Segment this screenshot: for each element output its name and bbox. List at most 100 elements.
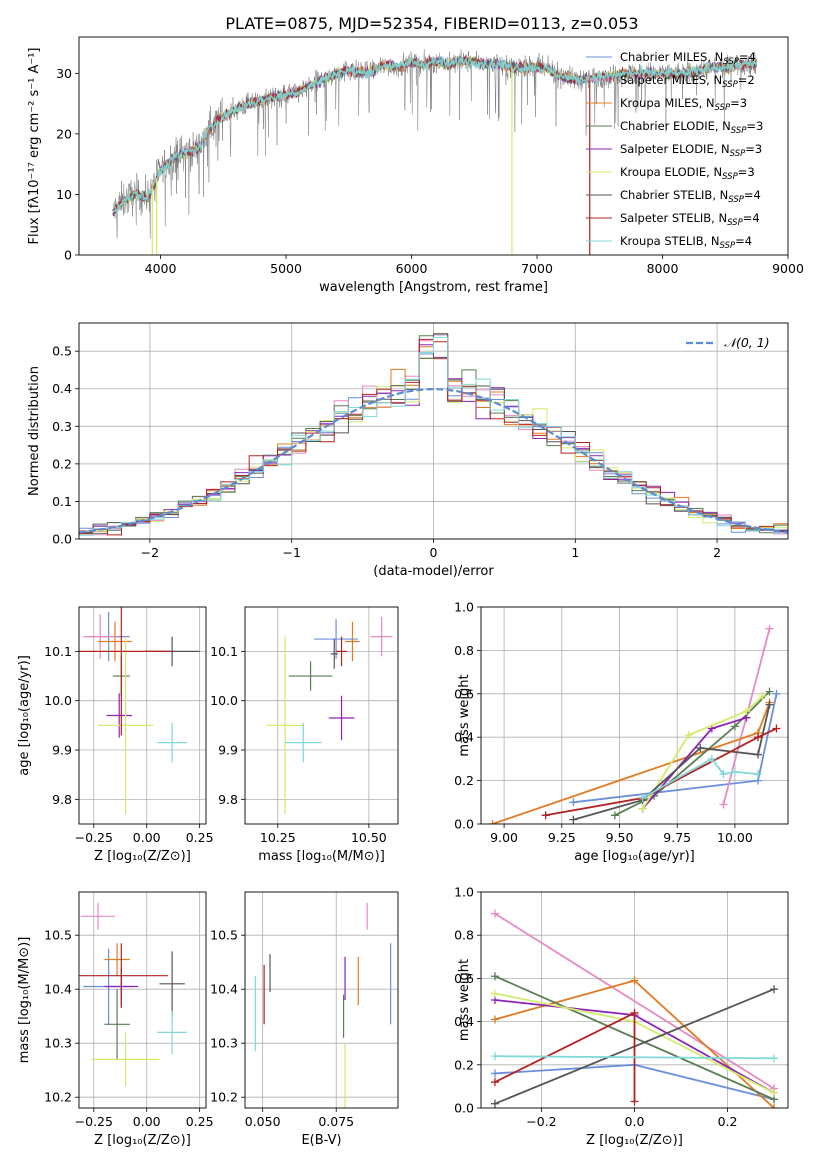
y-tick-label: 0.2 — [52, 456, 72, 471]
legend-entry: Salpeter STELIB, NSSP=4 — [620, 211, 760, 228]
series-marker-salpeter_stelib — [630, 1097, 639, 1106]
series-marker-kroupa_miles — [630, 976, 639, 985]
series-marker-salpeter_stelib — [630, 1008, 639, 1017]
series-marker-chabrier_miles — [569, 798, 578, 807]
y-axis-label: mass weight — [457, 674, 472, 756]
y-tick-label: 10.4 — [210, 982, 238, 997]
legend-label: Salpeter MILES, N — [620, 73, 722, 87]
y-tick-label: 10.2 — [44, 1090, 72, 1105]
x-tick-label: 9.00 — [490, 830, 518, 845]
x-tick-label: 1 — [571, 545, 579, 560]
series-marker-chabrier_elodie — [765, 687, 774, 696]
y-tick-label: 0.0 — [454, 1101, 474, 1116]
series-marker-salpeter_stelib — [490, 1078, 499, 1087]
y-tick-label: 9.8 — [52, 792, 72, 807]
x-tick-label: 4000 — [145, 261, 177, 276]
panel-3: 10.25 10.50 9.8 9.9 10.0 10.1 mass [log₁₀(M/M⊙… — [210, 606, 399, 864]
series-marker-kroupa_miles — [490, 1015, 499, 1024]
plot-area — [79, 607, 206, 824]
legend-value: =4 — [743, 211, 760, 225]
series-marker-chabrier_stelib — [770, 985, 779, 994]
x-tick-label: 0.0 — [625, 1114, 645, 1129]
series-marker-chabrier_miles — [490, 1069, 499, 1078]
series-marker-chabrier_stelib — [569, 815, 578, 824]
series-marker-kroupa_stelib — [719, 770, 728, 779]
series-marker-chabrier_elodie — [730, 722, 739, 731]
series-marker-kroupa_stelib — [730, 767, 739, 776]
legend-entry: Kroupa MILES, NSSP=3 — [620, 96, 747, 113]
y-tick-label: 0.1 — [52, 494, 72, 509]
y-tick-label: 10.5 — [210, 928, 238, 943]
x-axis-label: E(B-V) — [301, 1133, 341, 1148]
series-line-salpeter_stelib — [545, 727, 777, 817]
series-marker-kroupa_elodie — [758, 691, 767, 700]
series-line-salpeter_elodie — [641, 716, 747, 810]
x-axis-label: Z [log₁₀(Z/Z⊙)] — [94, 849, 191, 864]
axes-frame — [480, 891, 789, 1109]
x-tick-label: 0.050 — [245, 1114, 281, 1129]
y-tick-label: 9.8 — [218, 792, 238, 807]
panel-4: 9.00 9.25 9.50 9.75 10.00 0.0 0.2 0.4 0.6 0.8 1.0 a… — [454, 600, 789, 864]
legend-subscript: SSP — [722, 172, 738, 182]
x-axis-label: Z [log₁₀(Z/Z⊙)] — [586, 1133, 683, 1148]
x-axis-label: (data-model)/error — [373, 564, 494, 579]
y-tick-label: 0.6 — [454, 686, 474, 701]
y-tick-label: 10.3 — [44, 1036, 72, 1051]
y-tick-label: 0.6 — [454, 971, 474, 986]
x-tick-label: 9.25 — [548, 830, 576, 845]
x-tick-label: −0.2 — [526, 1114, 556, 1129]
y-tick-label: 10.0 — [44, 693, 72, 708]
x-tick-label: −2 — [141, 545, 159, 560]
legend-value: =3 — [745, 142, 762, 156]
series-marker-kroupa_stelib — [490, 1052, 499, 1061]
series-marker-kroupa_stelib — [638, 793, 647, 802]
series-marker-chabrier_stelib — [490, 1099, 499, 1108]
plot-area — [481, 607, 788, 824]
x-tick-label: 0.00 — [133, 830, 161, 845]
x-tick-label: 10.25 — [260, 830, 296, 845]
x-axis-label: mass [log₁₀(M/M⊙)] — [258, 849, 385, 864]
y-tick-label: 9.9 — [52, 743, 72, 758]
legend-label: Kroupa STELIB, N — [620, 234, 720, 248]
x-tick-label: 0.00 — [133, 1114, 161, 1129]
plot-area — [481, 892, 788, 1108]
legend-subscript: SSP — [720, 241, 736, 251]
panel-5: −0.25 0.00 0.25 10.2 10.3 10.4 10.5 Z [log₁₀(Z/… — [17, 891, 214, 1148]
series-marker-kroupa_miles — [770, 1104, 779, 1108]
y-axis-label: Flux [fλ10⁻¹⁷ erg cm⁻² s⁻¹ A⁻¹] — [27, 48, 42, 245]
x-tick-label: 9.75 — [663, 830, 691, 845]
series-marker-kroupa_elodie — [770, 1088, 779, 1097]
legend-entry: Kroupa ELODIE, NSSP=3 — [620, 165, 755, 182]
legend-label: Chabrier STELIB, N — [620, 188, 728, 202]
x-tick-label: 0 — [430, 545, 438, 560]
model-spectrum-kroupa_stelib — [112, 55, 758, 214]
x-axis-label: wavelength [Angstrom, rest frame] — [319, 280, 548, 295]
legend-value: =2 — [738, 73, 755, 87]
series-marker-chabrier_elodie — [490, 972, 499, 981]
y-tick-label: 0.4 — [454, 1014, 474, 1029]
panel-1: −2 −1 0 1 2 0.0 0.1 0.2 0.3 0.4 0.5 (data-model)/er… — [27, 322, 789, 579]
y-tick-label: 10.0 — [210, 693, 238, 708]
legend-subscript: SSP — [723, 57, 739, 67]
legend-value: =3 — [730, 96, 747, 110]
x-tick-label: 10.00 — [717, 830, 753, 845]
legend-subscript: SSP — [722, 80, 738, 90]
x-tick-label: 0.25 — [186, 1114, 214, 1129]
y-tick-label: 0.5 — [52, 344, 72, 359]
x-tick-label: −0.25 — [75, 1114, 113, 1129]
x-tick-label: 5000 — [270, 261, 302, 276]
y-tick-label: 10.1 — [44, 644, 72, 659]
series-marker-kroupa_elodie — [742, 707, 751, 716]
legend-label: Chabrier ELODIE, N — [620, 119, 731, 133]
legend-value: =3 — [746, 119, 763, 133]
x-tick-label: 8000 — [647, 261, 679, 276]
series-marker-kroupa_stelib — [707, 754, 716, 763]
plot-area — [245, 607, 398, 824]
series-marker-chabrier_elodie — [610, 811, 619, 820]
series-line-kroupa_stelib — [494, 1055, 775, 1060]
series-marker-chabrier_miles — [772, 689, 781, 698]
y-tick-label: 9.9 — [218, 743, 238, 758]
x-tick-label: 10.50 — [351, 830, 387, 845]
plot-area — [112, 48, 758, 255]
